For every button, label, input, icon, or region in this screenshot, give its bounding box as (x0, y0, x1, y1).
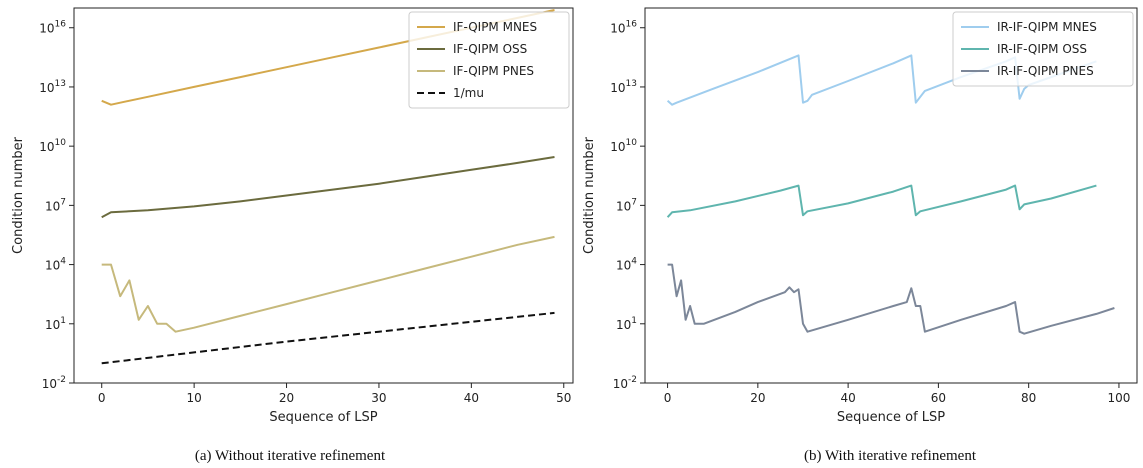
series-line-1 (666, 184, 1097, 218)
y-axis-label: Condition number (582, 136, 597, 254)
x-tick-label: 60 (931, 391, 946, 405)
x-axis-label: Sequence of LSP (269, 410, 377, 425)
series-line-2 (101, 235, 555, 333)
figure-caption: (a) Without iterative refinement (195, 448, 386, 464)
legend-entry: IR-IF-QIPM OSS (997, 42, 1087, 56)
x-tick-label: 0 (98, 391, 106, 405)
y-axis-label: Condition number (11, 136, 26, 254)
axes-frame (73, 7, 574, 384)
y-tick-label: 1013 (610, 79, 637, 95)
x-tick-label: 30 (371, 391, 386, 405)
legend-entry: IF-QIPM OSS (453, 42, 527, 56)
x-tick-label: 100 (1107, 391, 1130, 405)
y-tick-label: 104 (616, 257, 637, 273)
y-tick-label: 107 (616, 197, 637, 213)
x-tick-label: 20 (279, 391, 294, 405)
series-line-2 (667, 263, 1115, 335)
legend (408, 11, 570, 109)
legend-entry: 1/mu (453, 86, 484, 100)
legend-entry: IF-QIPM PNES (453, 64, 534, 78)
y-tick-label: 1010 (39, 138, 66, 154)
series-line-0 (666, 54, 1097, 106)
x-tick-label: 40 (464, 391, 479, 405)
figure-caption: (b) With iterative refinement (804, 448, 977, 464)
y-tick-label: 107 (45, 197, 66, 213)
y-tick-label: 1016 (39, 20, 66, 36)
x-tick-label: 0 (664, 391, 672, 405)
y-tick-label: 101 (45, 316, 66, 332)
y-tick-label: 10-2 (42, 375, 66, 391)
y-tick-label: 1013 (39, 79, 66, 95)
y-tick-label: 104 (45, 257, 66, 273)
legend (952, 11, 1134, 87)
legend-entry: IR-IF-QIPM MNES (997, 20, 1097, 34)
y-tick-label: 1016 (610, 20, 637, 36)
y-tick-label: 1010 (610, 138, 637, 154)
x-tick-label: 50 (556, 391, 571, 405)
panel-a: 0 10 20 30 40 50 1016 1013 1010 107 104 101 10-2 Sequ… (11, 7, 574, 464)
legend-entry: IR-IF-QIPM PNES (997, 64, 1094, 78)
legend-entry: IF-QIPM MNES (453, 20, 537, 34)
panel-b: 0 20 40 60 80 100 1016 1013 1010 107 104 101 10-2 Seq… (582, 7, 1138, 464)
x-tick-label: 80 (1021, 391, 1036, 405)
x-tick-label: 10 (186, 391, 201, 405)
x-tick-label: 40 (840, 391, 855, 405)
axes-frame (644, 7, 1138, 384)
y-tick-label: 101 (616, 316, 637, 332)
x-axis-label: Sequence of LSP (837, 410, 945, 425)
x-tick-label: 20 (750, 391, 765, 405)
series-line-1 (101, 156, 555, 219)
y-tick-label: 10-2 (613, 375, 637, 391)
series-line-3 (101, 311, 555, 365)
